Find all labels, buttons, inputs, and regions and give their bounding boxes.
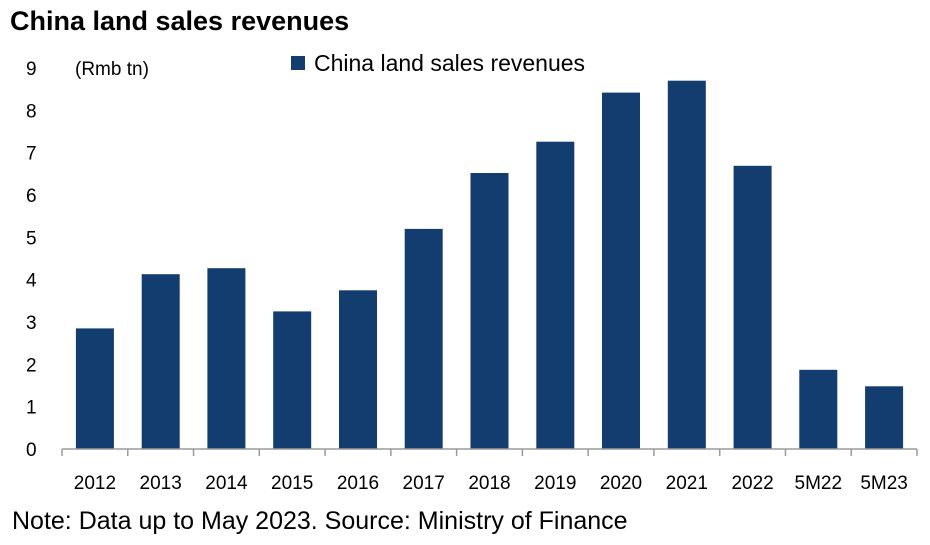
x-tick-label: 2012 xyxy=(74,473,116,494)
y-tick-label: 5 xyxy=(26,228,37,249)
bar-2020 xyxy=(602,92,640,449)
bar-2019 xyxy=(536,141,575,449)
bar-2017 xyxy=(404,228,443,449)
x-axis: 2012 2013 2014 2015 2016 2017 2018 2019 2020 2021… xyxy=(61,448,918,494)
y-tick-label: 2 xyxy=(26,355,37,376)
bar-2015 xyxy=(273,311,312,449)
x-tick-label: 2021 xyxy=(666,473,708,494)
bar-2016 xyxy=(339,290,377,450)
y-tick-label: 9 xyxy=(26,59,37,80)
x-tick-label: 2019 xyxy=(534,473,576,494)
x-tick-label: 2020 xyxy=(600,473,642,494)
y-axis: 0 1 2 3 4 5 6 7 8 9 xyxy=(26,59,37,461)
x-tick-label: 2013 xyxy=(140,473,182,494)
bar-2013 xyxy=(141,274,180,449)
y-tick-label: 6 xyxy=(26,186,37,207)
legend-label: China land sales revenues xyxy=(314,50,585,76)
x-tick-label: 2022 xyxy=(731,473,773,494)
legend-swatch xyxy=(291,56,305,70)
legend: China land sales revenues xyxy=(291,50,585,76)
x-tick-label: 2016 xyxy=(337,473,379,494)
bar-2022 xyxy=(733,165,772,450)
x-tick-label: 2017 xyxy=(403,473,445,494)
bar-5m22 xyxy=(799,369,838,449)
y-tick-label: 8 xyxy=(26,101,37,122)
y-tick-label: 3 xyxy=(26,313,37,334)
source-note: Note: Data up to May 2023. Source: Minis… xyxy=(12,507,628,535)
y-tick-label: 4 xyxy=(26,271,37,292)
y-tick-label: 7 xyxy=(26,144,37,165)
y-tick-label: 0 xyxy=(26,440,37,461)
x-tick-label: 2015 xyxy=(271,473,313,494)
bar-2014 xyxy=(207,268,246,449)
bar-2021 xyxy=(667,80,706,449)
bars xyxy=(75,80,904,450)
x-tick-label: 2018 xyxy=(468,473,510,494)
x-tick-label: 5M23 xyxy=(860,473,908,494)
y-unit-label: (Rmb tn) xyxy=(75,59,149,80)
y-tick-label: 1 xyxy=(26,398,37,419)
x-tick-label: 2014 xyxy=(205,473,248,494)
chart-title: China land sales revenues xyxy=(10,6,350,36)
bar-2018 xyxy=(470,173,509,449)
bar-2012 xyxy=(75,328,114,449)
x-tick-label: 5M22 xyxy=(795,473,843,494)
bar-5m23 xyxy=(865,386,904,449)
